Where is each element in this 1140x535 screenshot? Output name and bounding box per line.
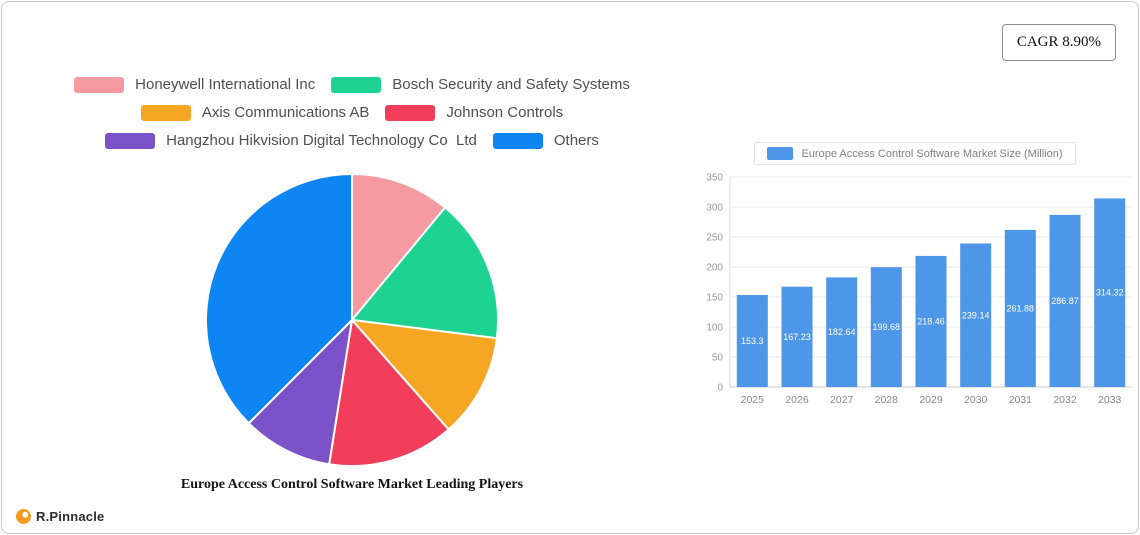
bar-value-label: 286.87	[1051, 296, 1079, 306]
legend-label-others: Others	[553, 132, 599, 149]
bar	[1004, 229, 1036, 387]
bar	[781, 286, 813, 387]
bar	[870, 267, 902, 387]
x-axis-tick-label: 2028	[875, 394, 899, 406]
brand-logo-icon	[16, 509, 31, 524]
legend-swatch-axis	[140, 104, 191, 121]
legend-label-hikvision: Hangzhou Hikvision Digital Technology Co…	[166, 132, 477, 149]
y-axis-tick-label: 50	[712, 353, 724, 364]
bar	[960, 243, 992, 387]
pie-slice	[350, 206, 499, 340]
bar-chart: 0 50 100 150 200 250 300 350 153.3 2025 167.23 2026…	[706, 173, 1132, 406]
pie-section: Honeywell International Inc Bosch Securi…	[30, 76, 674, 493]
bar-value-label: 167.23	[783, 332, 811, 342]
bar-section: Europe Access Control Software Market Si…	[692, 142, 1138, 411]
pie-chart	[205, 172, 499, 467]
pie-legend-row-2: Axis Communications AB Johnson Controls	[66, 104, 638, 121]
bar-value-label: 182.64	[828, 327, 856, 337]
bar	[1049, 214, 1081, 387]
pie-chart-title: Europe Access Control Software Market Le…	[180, 477, 524, 492]
legend-item-honeywell: Honeywell International Inc	[74, 76, 315, 93]
bar-value-label: 153.3	[741, 336, 764, 346]
legend-swatch-honeywell	[74, 76, 125, 93]
pie-legend: Honeywell International Inc Bosch Securi…	[66, 76, 638, 160]
y-axis-tick-label: 150	[706, 293, 723, 304]
legend-item-axis: Axis Communications AB	[140, 104, 370, 121]
legend-item-others: Others	[492, 132, 599, 149]
bar-value-label: 218.46	[917, 317, 945, 327]
legend-label-bosch: Bosch Security and Safety Systems	[392, 76, 630, 93]
legend-item-johnson: Johnson Controls	[385, 104, 563, 121]
pie-slice	[205, 172, 353, 425]
legend-swatch-johnson	[385, 104, 436, 121]
bar	[1094, 198, 1126, 387]
x-axis-tick-label: 2029	[919, 394, 943, 406]
cagr-badge: CAGR 8.90%	[1001, 24, 1116, 61]
pie-slice	[349, 318, 498, 431]
bar-value-label: 314.32	[1096, 288, 1124, 298]
bar-value-label: 239.14	[962, 310, 990, 320]
legend-item-hikvision: Hangzhou Hikvision Digital Technology Co…	[105, 132, 477, 149]
bar	[915, 255, 947, 387]
bar-legend-swatch	[767, 147, 794, 160]
pie-legend-row-3: Hangzhou Hikvision Digital Technology Co…	[66, 132, 638, 149]
legend-swatch-hikvision	[105, 132, 156, 149]
pie-legend-row-1: Honeywell International Inc Bosch Securi…	[66, 76, 638, 93]
bar	[826, 277, 858, 387]
x-axis-tick-label: 2033	[1098, 394, 1122, 406]
bar-value-label: 261.88	[1007, 303, 1035, 313]
y-axis-tick-label: 350	[706, 173, 723, 184]
pie-slice	[247, 317, 354, 466]
y-axis-tick-label: 200	[706, 263, 723, 274]
x-axis-tick-label: 2030	[964, 394, 988, 406]
y-axis-tick-label: 100	[706, 323, 723, 334]
x-axis-tick-label: 2025	[741, 394, 765, 406]
y-axis-tick-label: 300	[706, 203, 723, 214]
legend-label-johnson: Johnson Controls	[446, 104, 564, 121]
bar-legend-label: Europe Access Control Software Market Si…	[801, 147, 1063, 160]
bar-legend: Europe Access Control Software Market Si…	[754, 142, 1076, 165]
y-axis-tick-label: 250	[706, 233, 723, 244]
x-axis-tick-label: 2032	[1053, 394, 1077, 406]
legend-swatch-others	[492, 132, 543, 149]
legend-item-bosch: Bosch Security and Safety Systems	[331, 76, 630, 93]
x-axis-tick-label: 2027	[830, 394, 854, 406]
brand-logo: R.Pinnacle	[16, 509, 104, 524]
legend-label-axis: Axis Communications AB	[201, 104, 370, 121]
x-axis-tick-label: 2031	[1009, 394, 1033, 406]
bar	[736, 295, 768, 387]
pie-slice	[328, 317, 450, 467]
legend-label-honeywell: Honeywell International Inc	[135, 76, 316, 93]
bar-value-label: 199.68	[873, 322, 901, 332]
pie-slice	[351, 172, 447, 323]
brand-name: R.Pinnacle	[36, 509, 105, 524]
x-axis-tick-label: 2026	[785, 394, 809, 406]
y-axis-tick-label: 0	[717, 383, 723, 394]
legend-swatch-bosch	[331, 76, 382, 93]
